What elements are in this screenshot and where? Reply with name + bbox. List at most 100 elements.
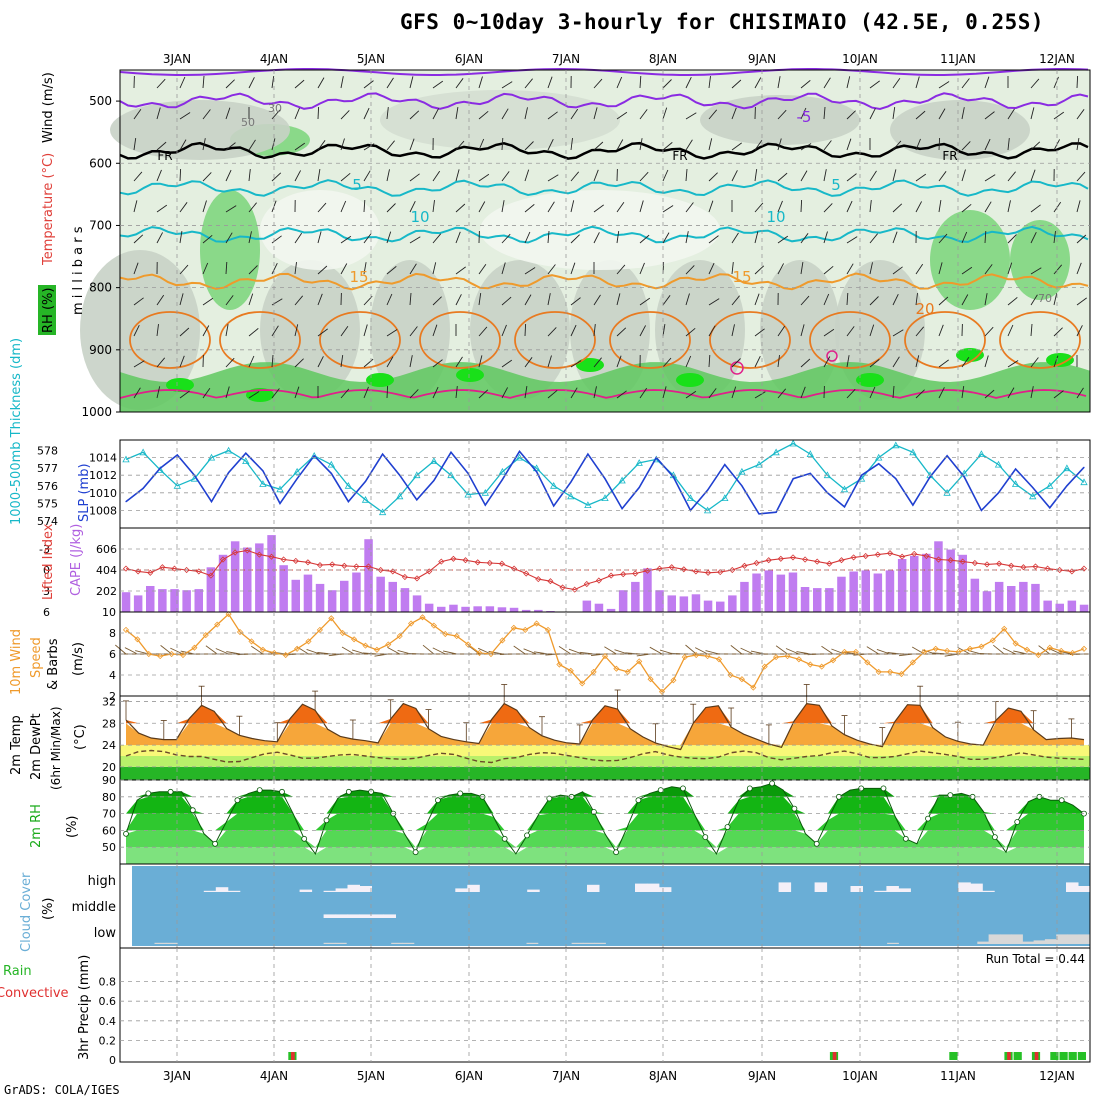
wind-barb	[1053, 355, 1059, 368]
wind-barb-10m	[775, 645, 788, 655]
cloud-cover-bar	[850, 886, 863, 892]
wind-barb	[616, 293, 621, 306]
cape-bar	[291, 579, 300, 612]
isotherm-20-cell	[514, 311, 596, 369]
wind-barb	[593, 232, 600, 244]
wind-barb	[823, 203, 833, 213]
wind-axis-label: Wind (m/s)	[41, 72, 56, 143]
wind-speed-point	[898, 670, 905, 678]
wind-barb	[432, 359, 443, 368]
precip-tick-label: 0.2	[99, 1034, 117, 1047]
wind-barb	[662, 107, 668, 120]
wind-barb-10m	[558, 646, 572, 655]
date-label-bottom: 4JAN	[260, 1069, 288, 1083]
thickness-point	[430, 457, 438, 464]
date-label-top: 8JAN	[649, 52, 677, 66]
wind-barb	[616, 201, 625, 213]
wind-barb-10m	[306, 648, 321, 655]
wind-barb	[271, 138, 276, 151]
wind-barb	[501, 108, 509, 120]
li-point	[583, 580, 590, 588]
slp-point	[484, 504, 486, 506]
temp-area-24-28	[126, 723, 1084, 746]
rh2m-point	[546, 795, 553, 802]
cape-bar	[958, 554, 967, 612]
wind-barb	[386, 231, 392, 244]
rh2m-area-band	[126, 847, 1084, 864]
thickness-point	[498, 467, 507, 475]
wind-barb	[524, 294, 532, 306]
wind-barb	[501, 359, 513, 368]
li-point	[959, 558, 966, 565]
rh2m-point	[635, 797, 642, 804]
wind-speed-point	[1080, 645, 1088, 652]
li-point	[765, 557, 772, 564]
wind-barb	[271, 172, 282, 182]
wind-barb	[915, 355, 920, 368]
panel-frame-slp_thickness	[119, 439, 1091, 529]
wind-barb	[570, 324, 577, 337]
wind-speed-point	[487, 650, 495, 658]
li-point	[232, 549, 239, 556]
credit-label: GrADS: COLA/IGES	[4, 1083, 120, 1097]
li-point	[462, 557, 469, 564]
wind-barb	[754, 231, 759, 244]
wind-speed-point	[955, 648, 962, 655]
wind-barb	[662, 142, 673, 151]
wind-barb-10m	[730, 645, 743, 655]
wind-speed-point	[875, 668, 882, 675]
li-point	[826, 560, 833, 567]
wind-barb	[892, 203, 903, 213]
li-point	[1008, 562, 1015, 569]
cloud-cover-bar	[371, 914, 384, 918]
wind-barb	[593, 324, 596, 337]
wind-barb	[271, 325, 279, 337]
wind-barb-10m	[694, 647, 708, 655]
rh2m-point	[256, 787, 263, 793]
wind-barb	[478, 201, 486, 213]
temp-axis-label: (6hr Min/Max)	[49, 707, 63, 791]
wind-barb	[639, 387, 648, 399]
cape-bar	[182, 590, 191, 612]
isotherm-label: 10	[766, 208, 785, 226]
y-tick-label: 700	[89, 218, 112, 232]
temp-tick-label: 20	[102, 761, 116, 774]
slp-point	[758, 513, 760, 515]
cloud-cover-bar	[1056, 934, 1068, 944]
li-point	[413, 575, 421, 582]
date-label-top: 6JAN	[455, 52, 483, 66]
wind-barb	[432, 200, 435, 213]
wind-speed-point	[248, 638, 255, 645]
wind-barb	[708, 200, 714, 213]
li-point	[850, 554, 857, 561]
wind-barb	[363, 324, 368, 337]
cloud-cover-bar	[887, 942, 899, 944]
wind-barb	[823, 328, 835, 337]
li-point	[802, 556, 809, 563]
li-point	[886, 550, 894, 557]
wind-barb	[754, 293, 760, 306]
cape-bar	[352, 572, 361, 612]
cloud-cover-bar	[594, 942, 606, 944]
cloud-level-label: low	[94, 926, 117, 941]
wind-barb	[409, 292, 412, 306]
temp-line	[125, 702, 1085, 751]
wind-barb	[846, 326, 855, 337]
wind-barb	[340, 325, 349, 337]
wind-tick-label: 2	[109, 690, 116, 703]
wind-speed-point	[476, 649, 483, 657]
wind-barb	[708, 235, 719, 244]
slp-point	[1015, 468, 1017, 470]
li-point	[632, 570, 639, 577]
wind-barb	[639, 109, 648, 120]
cape-bar	[279, 565, 288, 612]
li-point	[171, 565, 178, 572]
wind-barb	[777, 200, 783, 213]
cape-bar	[679, 596, 689, 612]
li-point	[256, 551, 263, 558]
cloud-cover-bar	[1022, 941, 1035, 944]
rh2m-point	[167, 788, 174, 795]
wind-barb	[685, 202, 694, 213]
wind-barb	[846, 292, 849, 306]
wind-barb	[754, 265, 765, 275]
